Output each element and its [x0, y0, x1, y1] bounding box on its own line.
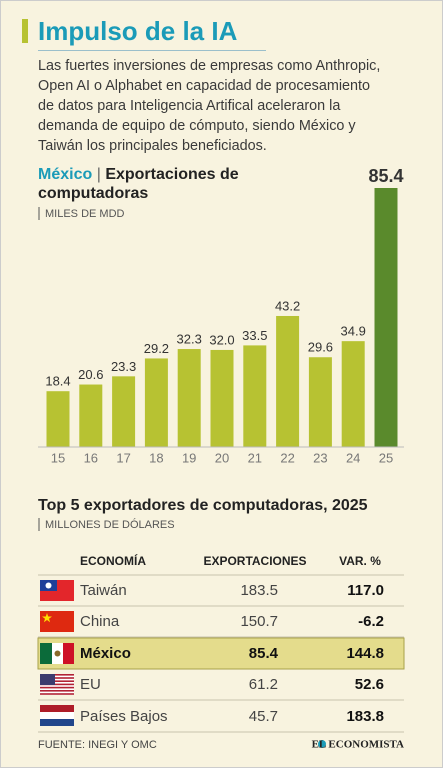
bar [308, 357, 332, 447]
x-tick-label: 16 [84, 450, 98, 465]
value-label: 34.9 [341, 324, 366, 339]
bar [112, 376, 136, 447]
row-rules [38, 574, 404, 733]
bar [243, 345, 267, 447]
value-label: 43.2 [275, 298, 300, 313]
bar [374, 188, 398, 447]
chart-subtitle: MILES DE MDD [45, 208, 125, 220]
flag-netherlands [40, 705, 74, 726]
cell-country: EU [80, 676, 101, 693]
table-subtitle: MILLONES DE DÓLARES [45, 518, 175, 531]
cell-country: China [80, 613, 120, 630]
cell-exports: 61.2 [249, 676, 278, 693]
cell-country: México [80, 645, 131, 662]
cell-exports: 85.4 [249, 645, 279, 662]
value-label: 32.0 [209, 332, 234, 347]
cell-change: 117.0 [347, 582, 384, 599]
bar [79, 384, 103, 447]
bar [177, 349, 201, 447]
x-tick-label: 17 [116, 450, 130, 465]
logo-mark [318, 740, 326, 748]
table-title: Top 5 exportadores de computadoras, 2025 [38, 497, 368, 514]
bar [276, 315, 300, 447]
x-tick-label: 15 [51, 450, 65, 465]
value-label: 29.6 [308, 340, 333, 355]
cell-change: -6.2 [358, 613, 384, 630]
value-label: 33.5 [242, 328, 267, 343]
intro: Las fuertes inversiones de empresas como… [38, 58, 381, 154]
value-label: 85.4 [368, 166, 403, 186]
cell-country: Taiwán [80, 582, 127, 599]
chart-title: México | Exportaciones de computadoras [38, 166, 239, 202]
cell-exports: 183.5 [240, 582, 278, 599]
flag-mexico [40, 643, 74, 664]
x-tick-label: 22 [280, 450, 294, 465]
column-header: EXPORTACIONES [203, 554, 306, 568]
value-label: 18.4 [45, 374, 70, 389]
column-header: ECONOMÍA [80, 553, 146, 568]
x-tick-label: 20 [215, 450, 229, 465]
chart-title-text: Exportaciones de computadoras [38, 166, 239, 202]
x-tick-label: 25 [379, 450, 393, 465]
cell-change: 52.6 [355, 676, 384, 693]
source: FUENTE: INEGI Y OMC [38, 739, 157, 751]
cell-exports: 45.7 [249, 708, 278, 725]
x-tick-label: 24 [346, 450, 360, 465]
value-label: 29.2 [144, 341, 169, 356]
logo: EL ECONOMISTA [312, 739, 404, 751]
x-tick-label: 19 [182, 450, 196, 465]
bar [144, 358, 168, 447]
cell-change: 144.8 [346, 645, 384, 662]
x-tick-label: 23 [313, 450, 327, 465]
cell-country: Países Bajos [80, 708, 168, 725]
column-header: VAR. % [339, 554, 381, 568]
flag-taiwan [40, 580, 74, 601]
value-label: 23.3 [111, 359, 136, 374]
title-rule [38, 50, 266, 51]
bar [341, 341, 365, 447]
chart-title-highlight: México [38, 166, 93, 183]
title-marker [22, 19, 28, 43]
value-label: 32.3 [177, 331, 202, 346]
value-label: 20.6 [78, 367, 103, 382]
bar [210, 349, 234, 447]
flag-usa [40, 674, 74, 695]
row-highlight [37, 637, 405, 670]
x-tick-label: 18 [149, 450, 163, 465]
flag-china [40, 611, 74, 632]
title: Impulso de la IA [38, 16, 238, 46]
cell-exports: 150.7 [240, 613, 278, 630]
bar [46, 391, 70, 447]
bars: 18.4 15 20.6 16 23.3 17 29.2 18 32.3 19 32.0 20 33.5… [45, 166, 403, 466]
table-rows: Taiwán 183.5 117.0 China 150.7 -6.2 Méxi… [80, 582, 384, 725]
cell-change: 183.8 [346, 708, 384, 725]
x-tick-label: 21 [248, 450, 262, 465]
